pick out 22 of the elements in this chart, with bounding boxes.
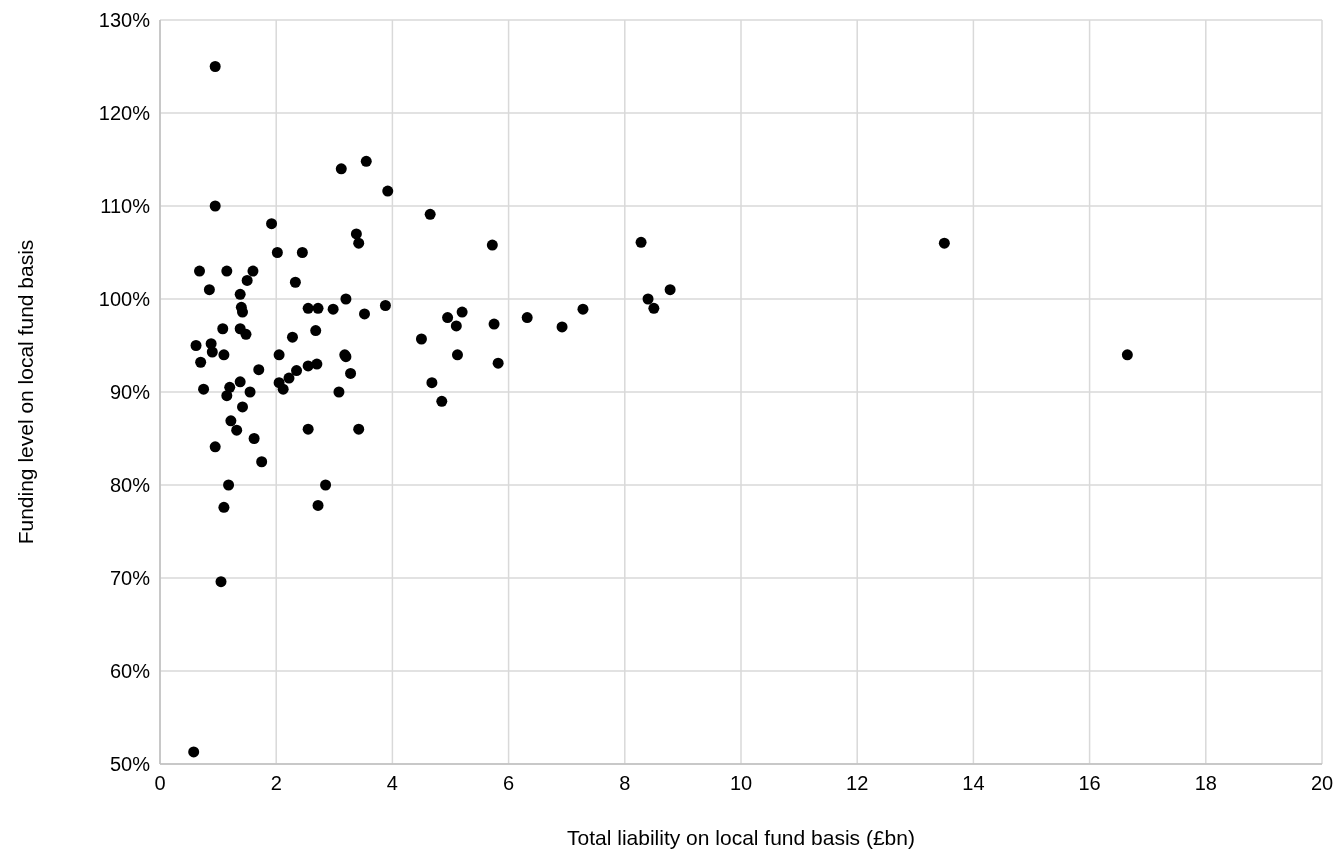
x-tick-label: 18 [1194,772,1217,794]
x-tick-label: 2 [270,772,282,794]
y-tick-label: 60% [109,660,151,682]
x-tick-label: 0 [154,772,166,794]
y-tick-label: 130% [98,9,151,31]
y-tick-label: 80% [109,474,151,496]
x-axis-title: Total liability on local fund basis (£bn) [567,826,915,849]
y-axis-title: Funding level on local fund basis [14,239,37,545]
x-tick-label: 12 [846,772,869,794]
y-tick-label: 90% [109,381,151,403]
y-tick-label: 50% [109,753,151,775]
y-tick-label: 100% [98,288,151,310]
x-tick-label: 4 [386,772,398,794]
x-tick-label: 10 [729,772,753,794]
x-tick-label: 16 [1078,772,1101,794]
y-tick-label: 70% [109,567,151,589]
x-tick-label: 6 [503,772,515,794]
x-tick-label: 20 [1310,772,1334,794]
x-tick-label: 14 [962,772,985,794]
y-tick-label: 110% [100,195,151,217]
x-tick-label: 8 [619,772,631,794]
y-tick-label: 120% [98,102,151,124]
